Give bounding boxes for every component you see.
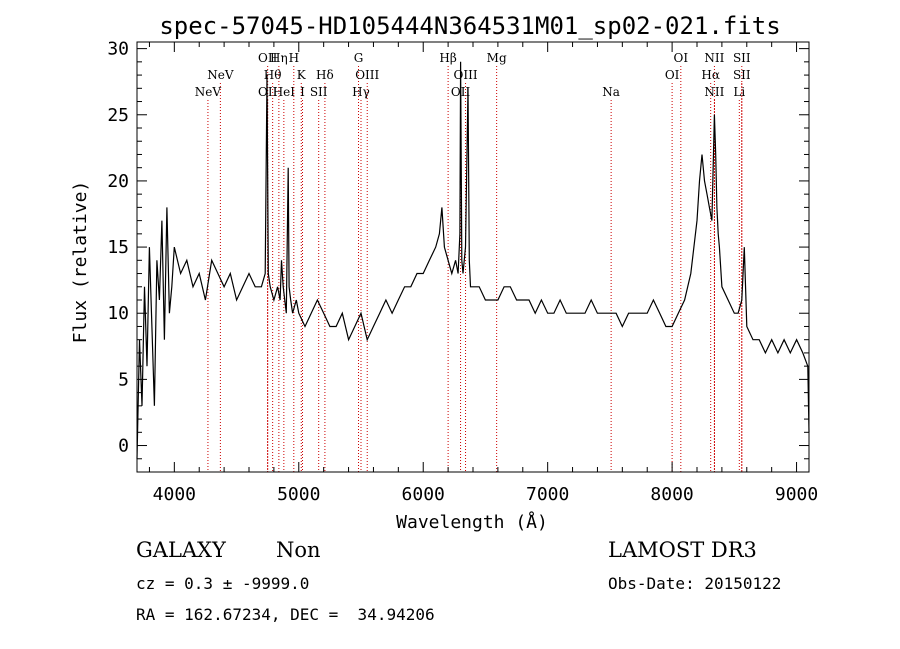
y-tick-label: 25 [107, 105, 129, 126]
redshift-text: cz = 0.3 ± -9999.0 [136, 574, 310, 593]
line-marker-label: Hθ [264, 68, 282, 82]
y-tick-label: 10 [107, 303, 129, 324]
x-tick-label: 5000 [277, 484, 320, 505]
line-marker-label: OIII [355, 68, 379, 82]
coordinates-text: RA = 162.67234, DEC = 34.94206 [136, 605, 435, 624]
line-marker-label: HeI [273, 85, 296, 99]
line-marker-label: Hγ [352, 85, 370, 99]
line-marker-label: SII [310, 85, 328, 99]
line-marker-label: K [297, 68, 307, 82]
line-marker-label: Li [733, 85, 745, 99]
y-tick-label: 20 [107, 171, 129, 192]
x-axis-label: Wavelength (Å) [396, 511, 548, 533]
line-marker-label: Mg [487, 51, 507, 65]
obs-date-text: Obs-Date: 20150122 [608, 574, 782, 593]
line-marker-label: Na [602, 85, 620, 99]
x-tick-label: 9000 [775, 484, 818, 505]
line-marker-label: NII [704, 85, 724, 99]
line-marker-label: NeV [195, 85, 222, 99]
line-marker-label: OI [665, 68, 680, 82]
line-marker-label: G [354, 51, 364, 65]
object-class: GALAXY [136, 538, 226, 562]
line-marker-label: NeV [207, 68, 234, 82]
line-marker-label: Hα [701, 68, 720, 82]
line-marker-label: NII [704, 51, 724, 65]
spectrum-line [136, 61, 810, 459]
line-marker-label: OII [258, 51, 278, 65]
line-marker-label: I [300, 85, 305, 99]
survey-name: LAMOST DR3 [608, 538, 757, 562]
line-marker-label: OIII [454, 68, 478, 82]
plot-frame [136, 41, 810, 473]
line-marker-label: Hβ [439, 51, 456, 65]
x-tick-label: 8000 [650, 484, 693, 505]
line-marker-label: SII [733, 68, 751, 82]
y-tick-label: 5 [118, 369, 129, 390]
x-tick-label: 7000 [526, 484, 569, 505]
y-axis: 0 5 10 15 20 25 30 [107, 39, 809, 473]
line-marker-label: Hδ [316, 68, 334, 82]
y-axis-label: Flux (relative) [70, 181, 91, 344]
line-marker-label: SII [733, 51, 751, 65]
y-tick-label: 0 [118, 436, 129, 457]
line-marker-label: Hη [270, 51, 288, 65]
object-subclass: Non [276, 538, 321, 562]
chart-title: spec-57045-HD105444N364531M01_sp02-021.f… [159, 12, 780, 40]
line-markers: NeVNeVOIIOIIHηHθHeIHKIHδSIIGOIIIHγHβOIII… [195, 51, 751, 472]
y-tick-label: 15 [107, 237, 129, 258]
x-axis: 4000 5000 6000 7000 8000 9000 [148, 42, 818, 505]
line-marker-label: H [289, 51, 299, 65]
line-marker-label: OI [674, 51, 689, 65]
y-tick-label: 30 [107, 39, 129, 60]
x-tick-label: 6000 [402, 484, 445, 505]
x-tick-label: 4000 [153, 484, 196, 505]
